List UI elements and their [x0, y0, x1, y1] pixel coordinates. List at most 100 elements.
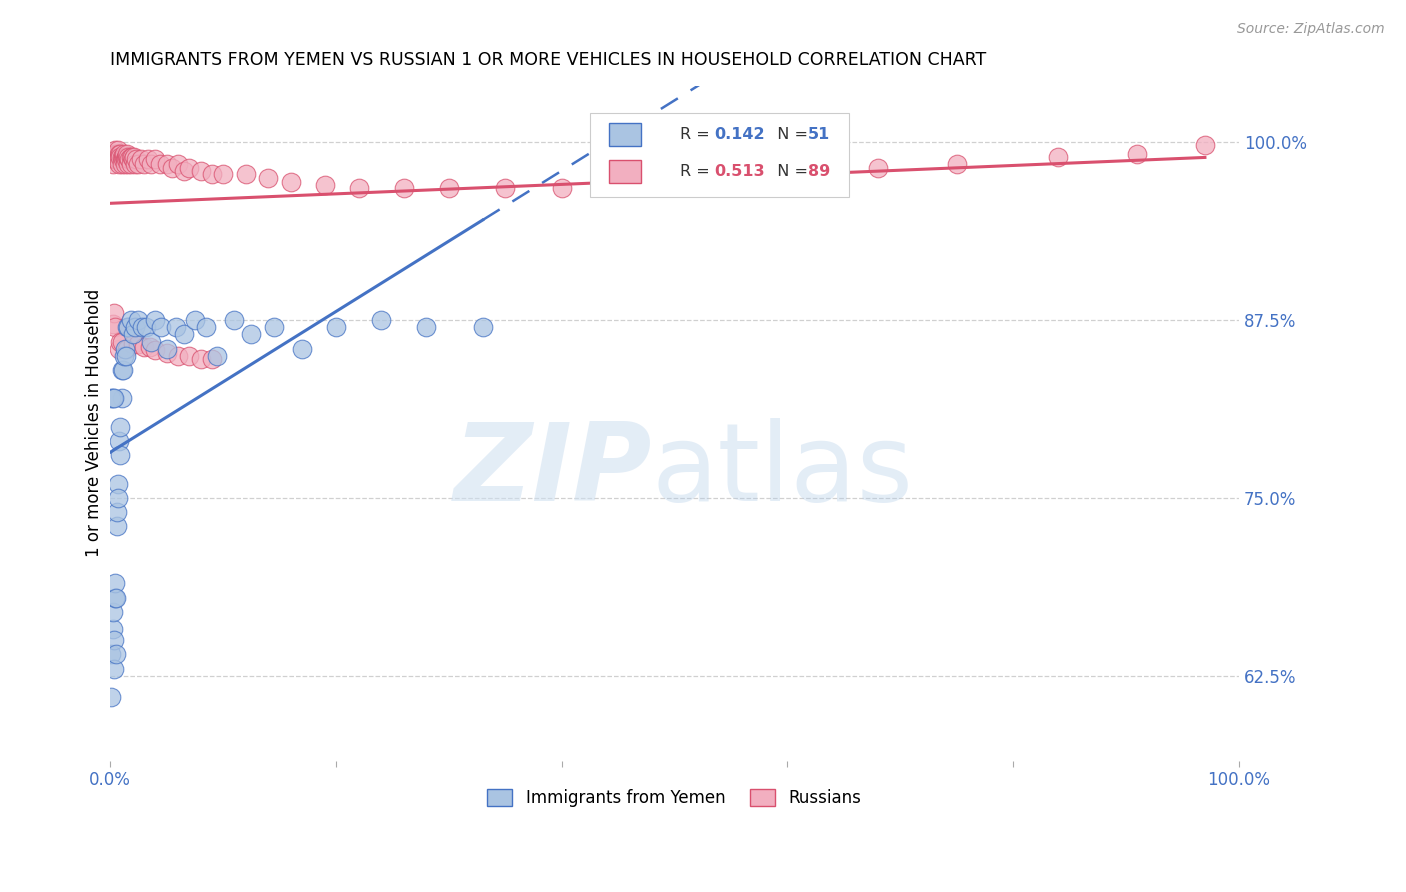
Point: [190, 351, 212, 366]
Point: [165, 320, 187, 334]
Point: [100, 648, 122, 662]
Point: [112, 146, 135, 161]
Point: [167, 349, 190, 363]
Point: [127, 157, 149, 171]
Point: [127, 337, 149, 351]
Point: [145, 313, 167, 327]
Point: [190, 164, 212, 178]
Point: [136, 153, 159, 167]
Text: R =: R =: [681, 128, 716, 143]
Text: 51: 51: [807, 128, 830, 143]
Point: [115, 150, 138, 164]
Point: [162, 161, 184, 175]
Point: [107, 153, 129, 167]
Point: [150, 320, 173, 334]
Point: [114, 157, 136, 171]
Point: [104, 153, 127, 167]
Point: [110, 146, 132, 161]
Point: [107, 476, 129, 491]
Point: [101, 605, 124, 619]
Point: [110, 157, 132, 171]
Point: [100, 690, 122, 704]
Point: [139, 340, 162, 354]
Point: [201, 167, 224, 181]
Point: [101, 150, 124, 164]
Point: [114, 153, 136, 167]
Point: [121, 153, 143, 167]
Point: [108, 146, 131, 161]
Point: [314, 178, 336, 192]
Point: [105, 150, 128, 164]
Point: [134, 340, 156, 354]
FancyBboxPatch shape: [609, 123, 641, 146]
Point: [120, 313, 142, 327]
Point: [110, 150, 132, 164]
Point: [110, 363, 132, 377]
Point: [471, 320, 494, 334]
Point: [101, 622, 124, 636]
Y-axis label: 1 or more Vehicles in Household: 1 or more Vehicles in Household: [86, 289, 103, 558]
Point: [392, 181, 415, 195]
FancyBboxPatch shape: [591, 112, 849, 197]
Point: [124, 320, 146, 334]
Point: [117, 320, 139, 334]
Point: [437, 181, 460, 195]
Point: [131, 320, 153, 334]
Point: [945, 157, 967, 171]
Point: [105, 146, 128, 161]
Point: [110, 334, 132, 349]
Point: [240, 327, 263, 342]
Point: [115, 342, 138, 356]
Point: [866, 161, 889, 175]
Point: [111, 153, 134, 167]
Point: [104, 150, 127, 164]
Text: IMMIGRANTS FROM YEMEN VS RUSSIAN 1 OR MORE VEHICLES IN HOUSEHOLD CORRELATION CHA: IMMIGRANTS FROM YEMEN VS RUSSIAN 1 OR MO…: [110, 51, 987, 69]
Point: [108, 150, 131, 164]
Point: [149, 157, 172, 171]
Point: [115, 349, 138, 363]
Point: [107, 143, 129, 157]
Text: ZIP: ZIP: [454, 417, 652, 524]
Point: [125, 153, 148, 167]
Point: [195, 320, 218, 334]
Point: [100, 150, 122, 164]
Point: [110, 420, 132, 434]
Point: [117, 150, 139, 164]
Text: 0.142: 0.142: [714, 128, 765, 143]
Point: [619, 178, 641, 192]
Legend: Immigrants from Yemen, Russians: Immigrants from Yemen, Russians: [481, 782, 869, 814]
Text: Source: ZipAtlas.com: Source: ZipAtlas.com: [1237, 22, 1385, 37]
Point: [108, 157, 131, 171]
Point: [104, 320, 127, 334]
Point: [235, 167, 257, 181]
Point: [156, 346, 179, 360]
Point: [121, 150, 143, 164]
Point: [1126, 146, 1149, 161]
Point: [121, 337, 143, 351]
Text: atlas: atlas: [652, 417, 914, 524]
Point: [104, 143, 127, 157]
Point: [201, 351, 224, 366]
Point: [173, 164, 195, 178]
Point: [1194, 138, 1216, 153]
Point: [105, 519, 128, 533]
Point: [115, 146, 138, 161]
Point: [115, 153, 138, 167]
Point: [110, 150, 132, 164]
Point: [122, 150, 145, 164]
Point: [184, 313, 207, 327]
Point: [280, 175, 302, 189]
Point: [110, 334, 132, 349]
Point: [139, 334, 162, 349]
Point: [101, 318, 124, 332]
Text: R =: R =: [681, 164, 716, 178]
Point: [101, 392, 124, 406]
Point: [108, 434, 131, 448]
Point: [111, 150, 134, 164]
Point: [114, 342, 136, 356]
Point: [347, 181, 370, 195]
Point: [776, 167, 799, 181]
Point: [257, 171, 280, 186]
Point: [550, 181, 572, 195]
Point: [104, 591, 127, 605]
